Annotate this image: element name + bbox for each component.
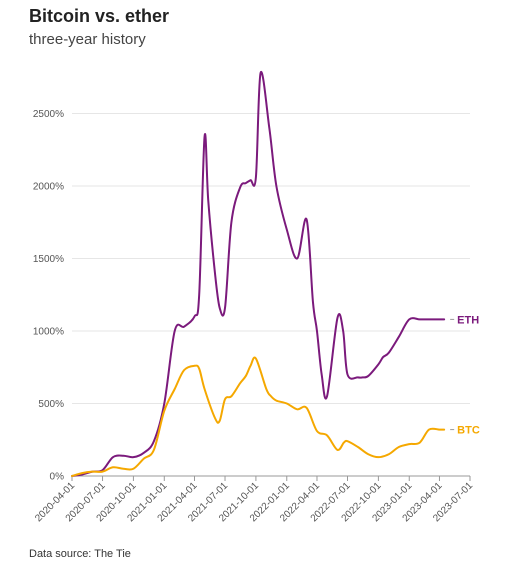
y-tick-label: 0% [50,472,65,483]
y-tick-label: 1000% [33,327,64,338]
y-tick-label: 2500% [33,109,64,120]
y-tick-label: 500% [38,399,64,410]
series-labels: ETH BTC [450,314,480,437]
series-label-eth: ETH [457,314,479,326]
y-axis: 0% 500% 1000% 1500% 2000% 2500% [33,109,64,483]
y-tick-label: 2000% [33,182,64,193]
series-line-btc [71,356,446,477]
series-lines [71,71,446,477]
gridlines [72,113,470,477]
data-source-note: Data source: The Tie [29,548,131,560]
series-line-eth [71,71,446,477]
y-tick-label: 1500% [33,254,64,265]
chart-subtitle: three-year history [29,31,146,48]
x-axis: 2020-04-012020-07-012020-10-012021-01-01… [33,476,475,524]
chart-title: Bitcoin vs. ether [29,6,170,26]
series-label-btc: BTC [457,425,480,437]
